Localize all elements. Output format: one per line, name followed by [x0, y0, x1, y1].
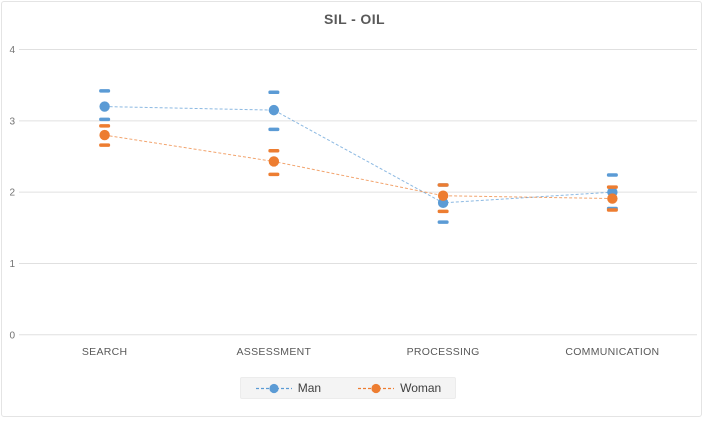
error-bar-cap-lower: [268, 127, 280, 132]
error-bar-cap-lower: [606, 208, 618, 212]
data-point: [99, 101, 110, 112]
data-point: [437, 190, 449, 201]
legend-label-man: Man: [297, 381, 322, 395]
error-bar-cap-upper: [437, 183, 449, 187]
chart-title: SIL - OIL: [324, 11, 385, 27]
error-bar-cap-lower: [437, 220, 449, 224]
error-bar-cap-upper: [606, 173, 618, 177]
legend-label-woman: Woman: [400, 381, 442, 395]
error-bar-cap-lower: [99, 117, 111, 122]
legend-dot: [371, 383, 381, 393]
legend-dot: [269, 383, 279, 393]
category-label: SEARCH: [82, 346, 128, 358]
error-bar-cap-upper: [268, 90, 280, 95]
chart-frame: [1, 1, 702, 417]
data-point: [607, 193, 618, 204]
data-point: [99, 129, 110, 141]
error-bar-cap-lower: [268, 172, 280, 177]
error-bar-cap-lower: [437, 209, 449, 214]
error-bar-cap-upper: [268, 149, 280, 153]
data-point: [268, 156, 280, 167]
error-bar-cap-lower: [99, 143, 111, 147]
y-tick-label: 4: [9, 45, 15, 56]
error-bar-cap-upper: [606, 185, 618, 189]
series-line: [104, 106, 613, 204]
legend-marker-woman: [358, 383, 395, 393]
error-bar-cap-upper: [99, 89, 111, 93]
data-point: [268, 104, 280, 116]
y-tick-label: 1: [9, 259, 15, 270]
series-line: [104, 134, 613, 200]
y-tick-label: 0: [9, 330, 15, 341]
category-label: COMMUNICATION: [565, 346, 659, 358]
legend-marker-man: [255, 383, 292, 393]
legend: Man Woman: [240, 377, 456, 399]
y-tick-label: 3: [9, 116, 15, 127]
data-point: [437, 197, 449, 209]
category-label: PROCESSING: [407, 346, 480, 358]
category-label: ASSESSMENT: [236, 346, 311, 358]
y-tick-label: 2: [9, 188, 15, 199]
error-bar-cap-upper: [99, 124, 111, 128]
legend-item-woman: Woman: [357, 381, 441, 395]
legend-item-man: Man: [255, 381, 321, 395]
